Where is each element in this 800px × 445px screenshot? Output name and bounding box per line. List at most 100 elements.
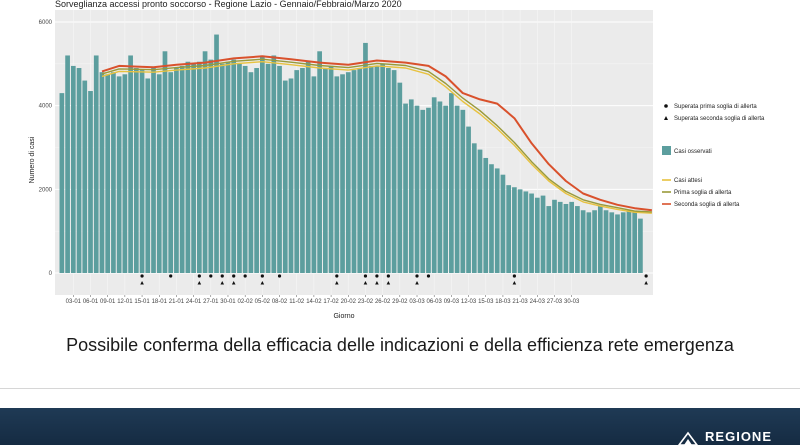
bar (214, 34, 219, 273)
bar (512, 187, 517, 273)
bar (380, 63, 385, 274)
bar (603, 210, 609, 273)
bar (437, 101, 443, 273)
alert-marker-triangle (375, 281, 379, 285)
bar (638, 218, 643, 273)
bar (363, 42, 368, 273)
x-tick-label: 21-01 (169, 299, 185, 305)
bar (265, 63, 271, 274)
bar (546, 206, 552, 273)
bar (196, 61, 202, 273)
bar (128, 55, 133, 273)
bar (414, 105, 420, 274)
alert-marker-triangle (260, 281, 265, 285)
footer-divider (0, 388, 800, 389)
bar (70, 65, 76, 273)
bar (632, 212, 638, 273)
bar (145, 78, 151, 273)
bar (93, 55, 99, 273)
region-logo-text: REGIONE (705, 429, 772, 444)
bar (471, 143, 477, 273)
bar (133, 68, 139, 274)
x-tick-label: 11-02 (289, 299, 305, 305)
alert-markers (140, 274, 648, 285)
alert-marker-circle (209, 274, 213, 278)
x-tick-label: 30-01 (220, 299, 236, 305)
bar (500, 174, 506, 273)
alert-marker-circle (415, 274, 419, 278)
x-tick-label: 06-01 (83, 299, 99, 305)
series-lines (101, 55, 653, 214)
bar (477, 149, 483, 273)
alert-marker-triangle (220, 281, 225, 285)
bar (351, 70, 357, 273)
legend-key-bar (662, 146, 671, 155)
bar (254, 68, 259, 274)
x-axis-title: Giorno (333, 313, 354, 320)
bar (626, 210, 632, 273)
alert-marker-circle (277, 274, 282, 278)
bar (575, 206, 580, 273)
bar (345, 72, 351, 273)
bar (557, 201, 563, 273)
x-tick-label: 27-03 (547, 299, 563, 305)
bar (552, 199, 557, 273)
bar (443, 105, 448, 274)
legend-label: Superata prima soglia di allerta (674, 104, 757, 110)
alert-marker-circle (232, 274, 236, 278)
alert-marker-triangle (140, 281, 144, 285)
bar (294, 70, 300, 273)
bar (99, 72, 105, 273)
bar (460, 109, 466, 273)
bar (174, 68, 179, 274)
x-tick-label: 09-01 (100, 299, 116, 305)
x-tick-label: 23-02 (358, 299, 374, 305)
bar (282, 80, 288, 273)
x-tick-label: 27-01 (203, 299, 219, 305)
bar (208, 59, 214, 274)
bar (615, 214, 620, 273)
bar (563, 203, 569, 273)
bar (374, 65, 380, 273)
bar (185, 61, 191, 273)
bar (586, 212, 592, 273)
x-tick-label: 12-01 (117, 299, 133, 305)
series-line (101, 58, 652, 213)
bar (111, 72, 116, 273)
region-emblem-icon (678, 431, 699, 445)
bar (65, 55, 70, 273)
bar (179, 65, 185, 273)
y-tick-label: 0 (49, 271, 53, 277)
alert-marker-circle (363, 274, 368, 278)
alert-marker-circle (375, 274, 379, 278)
bar (483, 157, 489, 273)
bar (242, 65, 248, 273)
bar (231, 59, 237, 274)
series-line (101, 61, 652, 214)
bar (139, 70, 145, 273)
bar (122, 74, 128, 274)
chart-title: Sorveglianza accessi pronto soccorso - R… (55, 0, 402, 9)
x-tick-label: 15-03 (478, 299, 494, 305)
bar (523, 191, 529, 273)
bar (277, 65, 282, 273)
alert-marker-triangle (415, 281, 419, 285)
alert-marker-triangle (363, 281, 368, 285)
alert-marker-circle (386, 274, 390, 278)
alert-marker-circle (260, 274, 264, 278)
bar (288, 78, 294, 273)
bar (151, 68, 156, 274)
alert-marker-circle (426, 274, 431, 278)
bar (59, 93, 65, 273)
bar (489, 164, 494, 273)
bar (162, 51, 168, 274)
bar (517, 189, 523, 273)
bar (260, 55, 265, 273)
region-logo: REGIONE (677, 428, 772, 445)
alert-marker-circle (644, 274, 648, 278)
bar (592, 210, 597, 273)
slide-caption: Possibile conferma della efficacia delle… (66, 335, 734, 355)
bar (271, 55, 277, 273)
legend-label: Prima soglia di allerta (674, 190, 732, 196)
alert-marker-circle (243, 274, 247, 278)
